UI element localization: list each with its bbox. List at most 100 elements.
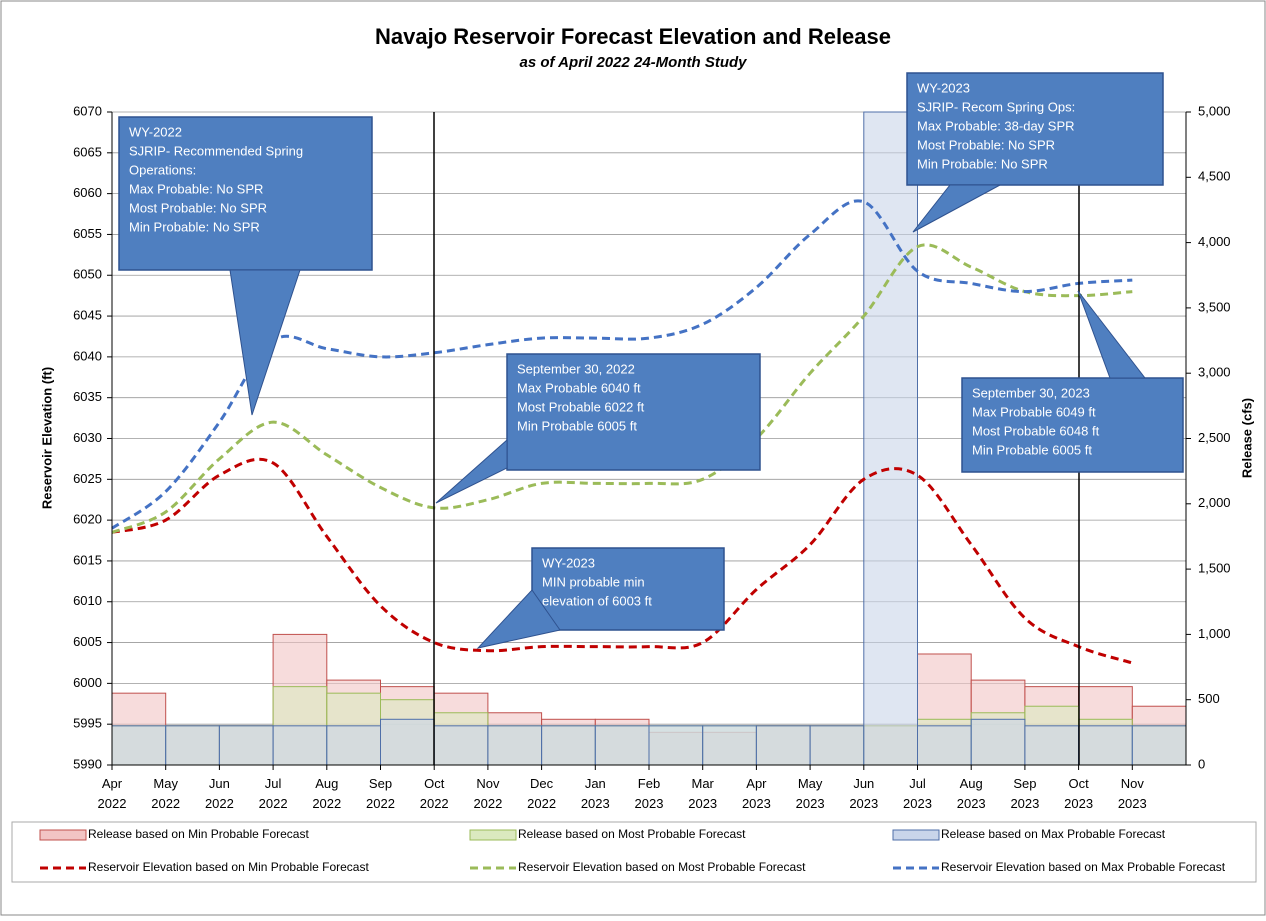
release-areas — [111, 111, 1187, 766]
x-tick-label: Nov 2023 — [1118, 776, 1147, 811]
release-step — [326, 725, 381, 766]
callout-pointer — [435, 438, 508, 504]
callout-text: WY-2023 — [542, 555, 595, 570]
callout-text: Most Probable 6022 ft — [517, 399, 645, 414]
y2-tick-label: 4,000 — [1198, 234, 1231, 249]
callout-text: Min Probable: No SPR — [129, 219, 260, 234]
x-tick-label: Sep 2023 — [1010, 776, 1039, 811]
legend-label: Reservoir Elevation based on Min Probabl… — [88, 860, 369, 874]
x-tick-label: Mar 2023 — [688, 776, 717, 811]
x-tick-label: Jun 2022 — [205, 776, 234, 811]
callout-box — [506, 353, 761, 471]
callout-pointer — [229, 269, 301, 416]
callout-text: SJRIP- Recommended Spring — [129, 143, 303, 158]
callout-text: Operations: — [129, 162, 196, 177]
release-step — [487, 725, 543, 766]
callout-text: Most Probable: No SPR — [129, 200, 267, 215]
callout-box — [906, 72, 1164, 186]
release-step — [648, 725, 704, 766]
x-tick-label: Aug 2023 — [957, 776, 986, 811]
legend-box — [11, 821, 1257, 883]
callout-text: Max Probable 6040 ft — [517, 380, 641, 395]
y2-tick-label: 1,000 — [1198, 626, 1231, 641]
x-tick-label: Sep 2022 — [366, 776, 395, 811]
release-step — [1131, 725, 1187, 766]
y-tick-label: 6045 — [73, 308, 102, 323]
y-tick-label: 6055 — [73, 226, 102, 241]
elevation-line — [111, 243, 1133, 534]
x-tick-label: Jul 2022 — [259, 776, 288, 811]
callout-text: Min Probable: No SPR — [917, 156, 1048, 171]
x-tick-label: Dec 2022 — [527, 776, 556, 811]
x-tick-label: Jun 2023 — [849, 776, 878, 811]
legend: Release based on Min Probable Forecast Re… — [39, 827, 1226, 874]
release-step — [594, 725, 650, 766]
callout-pointer — [912, 184, 1001, 233]
y2-tick-label: 0 — [1198, 756, 1205, 771]
y-axis-title: Reservoir Elevation (ft) — [39, 367, 54, 509]
legend-label: Release based on Most Probable Forecast — [518, 827, 746, 841]
x-tick-label: Aug 2022 — [312, 776, 341, 811]
legend-label: Reservoir Elevation based on Most Probab… — [518, 860, 806, 874]
callout-text: September 30, 2023 — [972, 385, 1090, 400]
release-step — [917, 725, 972, 766]
callout-text: MIN probable min — [542, 574, 645, 589]
x-tick-label: Jan 2023 — [581, 776, 610, 811]
x-tick-label: Oct 2023 — [1064, 776, 1093, 811]
y2-axis-title: Release (cfs) — [1239, 398, 1254, 478]
chart-subtitle: as of April 2022 24-Month Study — [520, 54, 748, 71]
axes: 5990 5995 6000 6005 6010 6015 6020 6025 6030 6035… — [73, 103, 1230, 811]
y-tick-label: 6005 — [73, 634, 102, 649]
y2-tick-label: 2,000 — [1198, 495, 1231, 510]
y2-tick-label: 5,000 — [1198, 103, 1231, 118]
release-step — [970, 718, 1026, 766]
legend-label: Release based on Max Probable Forecast — [941, 827, 1166, 841]
release-step — [755, 725, 811, 766]
y2-tick-label: 4,500 — [1198, 169, 1231, 184]
y-tick-label: 6050 — [73, 267, 102, 282]
y2-tick-label: 3,500 — [1198, 299, 1231, 314]
chart-title: Navajo Reservoir Forecast Elevation and … — [375, 24, 891, 49]
legend-swatch — [469, 829, 517, 841]
callout-box — [118, 116, 373, 271]
y-tick-label: 6025 — [73, 471, 102, 486]
callout-pointer — [476, 589, 561, 649]
y-tick-label: 6030 — [73, 430, 102, 445]
callout-text: Max Probable 6049 ft — [972, 404, 1096, 419]
release-step — [111, 725, 167, 766]
y-tick-label: 6015 — [73, 552, 102, 567]
elevation-line — [111, 457, 1133, 665]
y-tick-label: 6040 — [73, 348, 102, 363]
x-tick-label: Apr 2023 — [742, 776, 771, 811]
x-tick-label: Apr 2022 — [98, 776, 127, 811]
y2-tick-label: 1,500 — [1198, 561, 1231, 576]
callout-box — [531, 547, 725, 631]
callout-text: Max Probable: 38-day SPR — [917, 118, 1075, 133]
callout-pointer — [1077, 290, 1147, 379]
y-tick-label: 6020 — [73, 512, 102, 527]
callout-text: SJRIP- Recom Spring Ops: — [917, 99, 1075, 114]
y-tick-label: 6000 — [73, 675, 102, 690]
y-tick-label: 5990 — [73, 756, 102, 771]
release-step — [1024, 725, 1080, 766]
y-tick-label: 6070 — [73, 103, 102, 118]
x-tick-label: May 2022 — [151, 776, 180, 811]
y-tick-label: 6035 — [73, 389, 102, 404]
elevation-line — [111, 199, 1133, 530]
x-tick-label: Nov 2022 — [473, 776, 502, 811]
release-step — [541, 725, 596, 766]
x-tick-label: May 2023 — [796, 776, 825, 811]
y-tick-label: 6065 — [73, 144, 102, 159]
release-step — [1078, 725, 1133, 766]
release-step — [863, 111, 918, 766]
callout-text: WY-2022 — [129, 124, 182, 139]
legend-label: Reservoir Elevation based on Max Probabl… — [941, 860, 1226, 874]
callout-text: WY-2023 — [917, 80, 970, 95]
release-step — [433, 725, 489, 766]
callout-text: September 30, 2022 — [517, 361, 635, 376]
release-step — [380, 718, 435, 766]
release-step — [809, 725, 865, 766]
callout-text: elevation of 6003 ft — [542, 593, 652, 608]
callout-box — [961, 377, 1184, 473]
